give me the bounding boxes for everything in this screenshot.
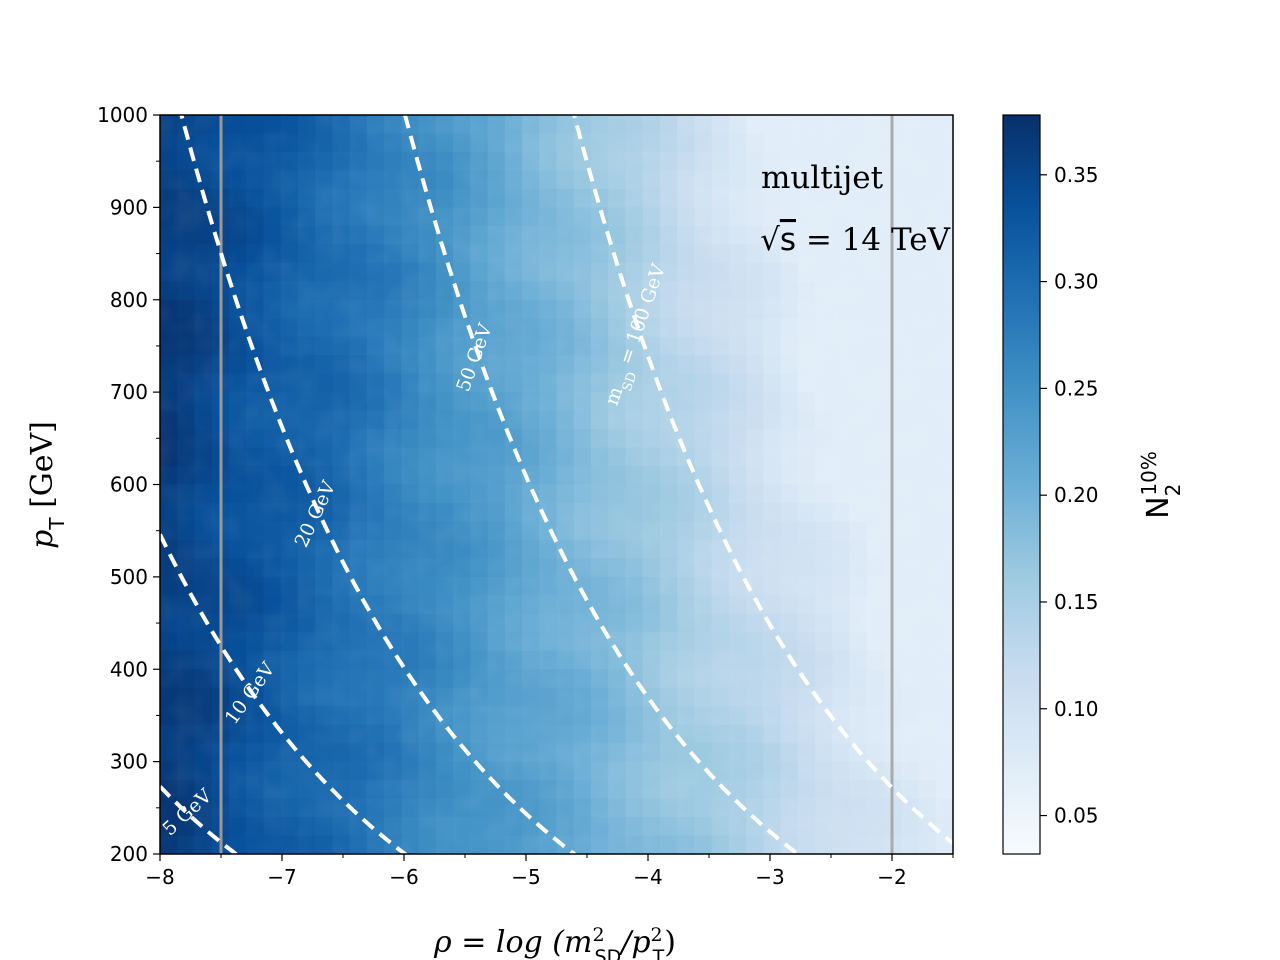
x-axis: −8 −7 −6 −5 −4 −3 −2 bbox=[145, 854, 954, 889]
y-tick-label: 700 bbox=[110, 380, 148, 404]
x-tick-label: −6 bbox=[389, 865, 418, 889]
y-tick-label: 500 bbox=[110, 565, 148, 589]
y-tick-label: 800 bbox=[110, 288, 148, 312]
colorbar-title: N210% bbox=[1137, 451, 1185, 519]
mass-contour-line bbox=[572, 115, 953, 845]
y-axis: 200 300 400 500 600 700 800 900 1000 bbox=[97, 103, 160, 866]
colorbar-tick-label: 0.15 bbox=[1054, 590, 1099, 614]
x-tick-label: −4 bbox=[633, 865, 662, 889]
x-tick-label: −5 bbox=[511, 865, 540, 889]
y-tick-label: 400 bbox=[110, 657, 148, 681]
heatmap-texture bbox=[160, 115, 953, 854]
reference-lines bbox=[219, 115, 894, 854]
y-tick-label: 1000 bbox=[97, 103, 148, 127]
colorbar-tick-label: 0.30 bbox=[1054, 270, 1099, 294]
y-axis-title: pT [GeV] bbox=[25, 421, 69, 549]
energy-annotation: √s = 14 TeV bbox=[760, 222, 951, 258]
y-tick-label: 200 bbox=[110, 842, 148, 866]
process-annotation: multijet bbox=[761, 160, 884, 196]
y-tick-label: 300 bbox=[110, 750, 148, 774]
mass-contour-line bbox=[179, 115, 578, 854]
colorbar: 0.05 0.10 0.15 0.20 0.25 0.30 0.35 N210% bbox=[1002, 114, 1185, 855]
x-axis-title: ρ = log (m2 SD/p2 T) bbox=[433, 924, 676, 960]
x-tick-label: −8 bbox=[145, 865, 174, 889]
colorbar-tick-label: 0.25 bbox=[1054, 376, 1099, 400]
mass-contour-line bbox=[160, 533, 409, 854]
x-tick-label: −7 bbox=[267, 865, 296, 889]
x-tick-label: −2 bbox=[877, 865, 906, 889]
y-tick-label: 600 bbox=[110, 473, 148, 497]
colorbar-tick-label: 0.35 bbox=[1054, 163, 1099, 187]
mass-contour-line bbox=[402, 115, 802, 854]
colorbar-ticks: 0.05 0.10 0.15 0.20 0.25 0.30 0.35 bbox=[1040, 163, 1099, 828]
colorbar-tick-label: 0.05 bbox=[1054, 804, 1099, 828]
x-tick-label: −3 bbox=[755, 865, 784, 889]
colorbar-gradient bbox=[1002, 114, 1041, 855]
y-tick-label: 900 bbox=[110, 195, 148, 219]
colorbar-tick-label: 0.20 bbox=[1054, 483, 1099, 507]
mass-contours bbox=[160, 115, 953, 854]
colorbar-tick-label: 0.10 bbox=[1054, 697, 1099, 721]
